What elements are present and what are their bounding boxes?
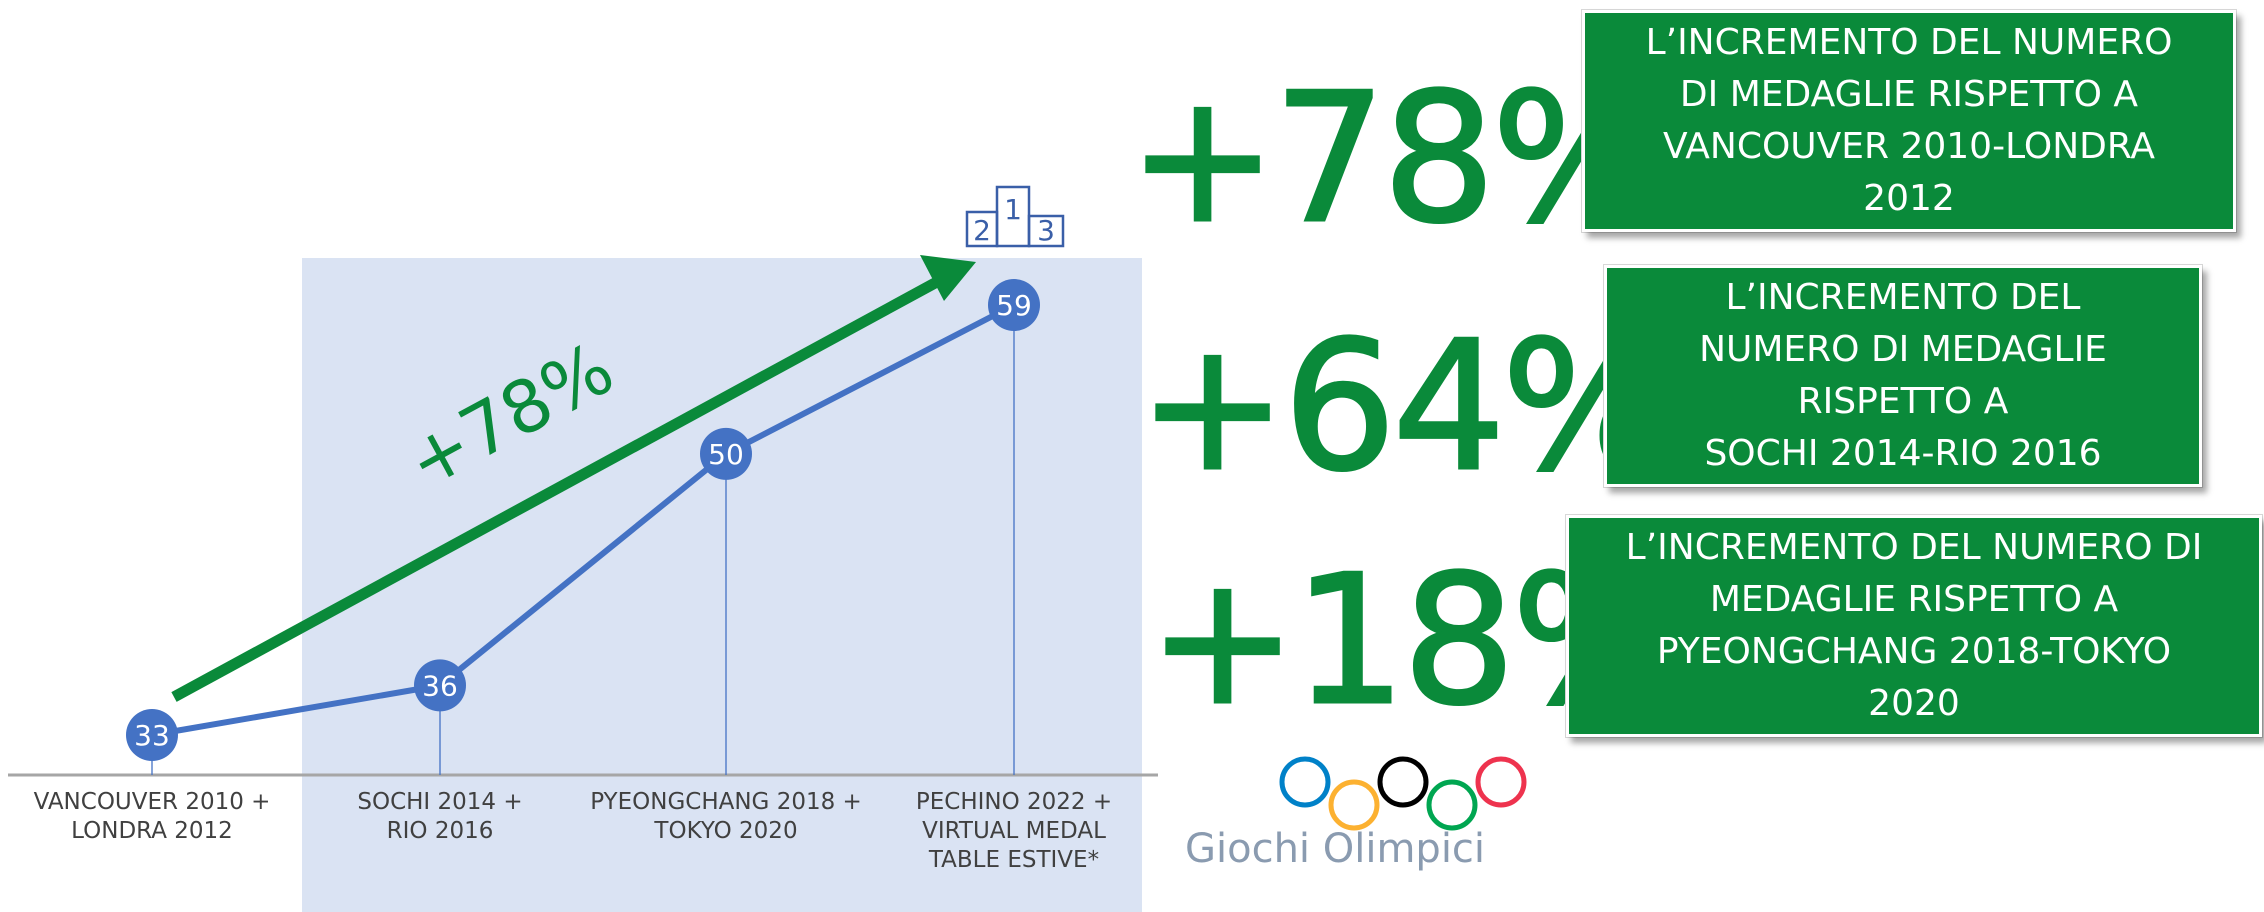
logo-text: Giochi Olimpici — [1185, 826, 1486, 872]
summary-callout-3: L’INCREMENTO DEL NUMERO DI MEDAGLIE RISP… — [1566, 515, 2262, 737]
summary-description-2: L’INCREMENTO DEL NUMERO DI MEDAGLIE RISP… — [1699, 277, 2107, 474]
summary-percent-1: +78% — [1127, 55, 1663, 262]
data-label: 59 — [996, 289, 1032, 322]
podium-digit-1: 1 — [1004, 193, 1022, 226]
trend-arrow — [171, 255, 976, 702]
data-point — [414, 659, 466, 712]
data-label: 50 — [708, 438, 744, 471]
summary-description-3: L’INCREMENTO DEL NUMERO DI MEDAGLIE RISP… — [1625, 527, 2203, 724]
summary-percent-2: +64% — [1137, 303, 1673, 510]
podium-digit-2: 2 — [973, 214, 991, 247]
ring-green — [1426, 779, 1478, 831]
highlight-band — [302, 258, 1142, 912]
ring-blue — [1279, 756, 1331, 808]
ring-black — [1377, 756, 1429, 808]
x-tick-label: VANCOUVER 2010 + LONDRA 2012 — [33, 789, 271, 844]
podium-icon: 2 1 3 — [965, 185, 1065, 248]
ring-red — [1475, 756, 1527, 808]
summary-callout-1: L’INCREMENTO DEL NUMERO DI MEDAGLIE RISP… — [1582, 10, 2236, 232]
data-point — [700, 427, 752, 480]
data-point — [988, 279, 1040, 331]
series-line — [151, 302, 1016, 738]
x-tick-label: PECHINO 2022 + VIRTUAL MEDAL TABLE ESTIV… — [915, 789, 1113, 873]
x-tick-label: PYEONGCHANG 2018 + TOKYO 2020 — [590, 789, 862, 844]
olympic-rings-logo — [1279, 756, 1527, 831]
ring-yellow — [1328, 779, 1380, 831]
data-point — [126, 709, 178, 761]
podium-digit-3: 3 — [1037, 214, 1055, 247]
data-label: 36 — [422, 669, 458, 702]
summary-description-1: L’INCREMENTO DEL NUMERO DI MEDAGLIE RISP… — [1645, 22, 2173, 219]
data-label: 33 — [134, 719, 170, 752]
summary-callout-2: L’INCREMENTO DEL NUMERO DI MEDAGLIE RISP… — [1604, 265, 2202, 487]
x-tick-label: SOCHI 2014 + RIO 2016 — [357, 789, 523, 844]
